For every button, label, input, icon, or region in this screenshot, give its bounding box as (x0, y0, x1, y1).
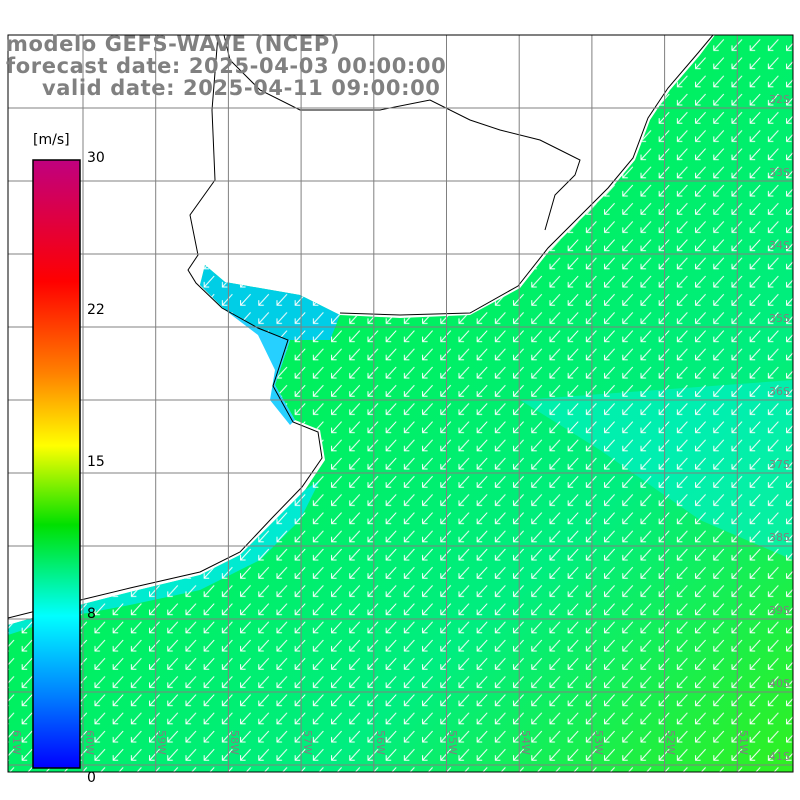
coastline (8, 35, 323, 619)
graticule (8, 35, 793, 772)
colorbar-tick: 15 (87, 454, 105, 470)
colorbar-unit: [m/s] (33, 132, 70, 148)
latitude-label: 40S (769, 677, 790, 690)
latitude-label: 34S (769, 239, 790, 252)
longitude-label: 56W (373, 730, 387, 755)
latitude-label: 38S (769, 531, 790, 544)
map-frame (7, 34, 794, 773)
colorbar (32, 159, 81, 769)
longitude-label: 59W (155, 730, 169, 755)
latitude-label: 33S (769, 166, 790, 179)
title-forecast-date: forecast date: 2025-04-03 00:00:00 (6, 54, 447, 78)
longitude-label: 55W (446, 730, 460, 755)
longitude-label: 57W (300, 730, 314, 755)
longitude-label: 61W (10, 730, 23, 755)
longitude-label: 51W (737, 730, 750, 755)
longitude-label: 54W (518, 730, 532, 755)
colorbar-tick: 30 (87, 150, 105, 166)
coastline-uruguay (223, 35, 581, 231)
longitude-label: 52W (664, 730, 678, 755)
colorbar-tick: 22 (87, 302, 105, 318)
latitude-label: 35S (769, 312, 790, 325)
title-model: modelo GEFS-WAVE (NCEP) (6, 32, 341, 56)
latitude-label: 32S (769, 93, 790, 106)
latitude-label: 36S (769, 385, 790, 398)
latitude-label: 39S (769, 604, 790, 617)
latitude-label: 41S (769, 750, 790, 763)
latitude-label: 37S (769, 458, 790, 471)
coastline-north (339, 35, 714, 316)
longitude-label: 60W (82, 730, 96, 755)
longitude-label: 58W (228, 730, 242, 755)
wind-arrows (8, 35, 793, 772)
title-valid-date: valid date: 2025-04-11 09:00:00 (42, 76, 441, 100)
colorbar-tick: 0 (87, 770, 96, 786)
colorbar-tick: 8 (87, 606, 96, 622)
longitude-label: 53W (591, 730, 605, 755)
